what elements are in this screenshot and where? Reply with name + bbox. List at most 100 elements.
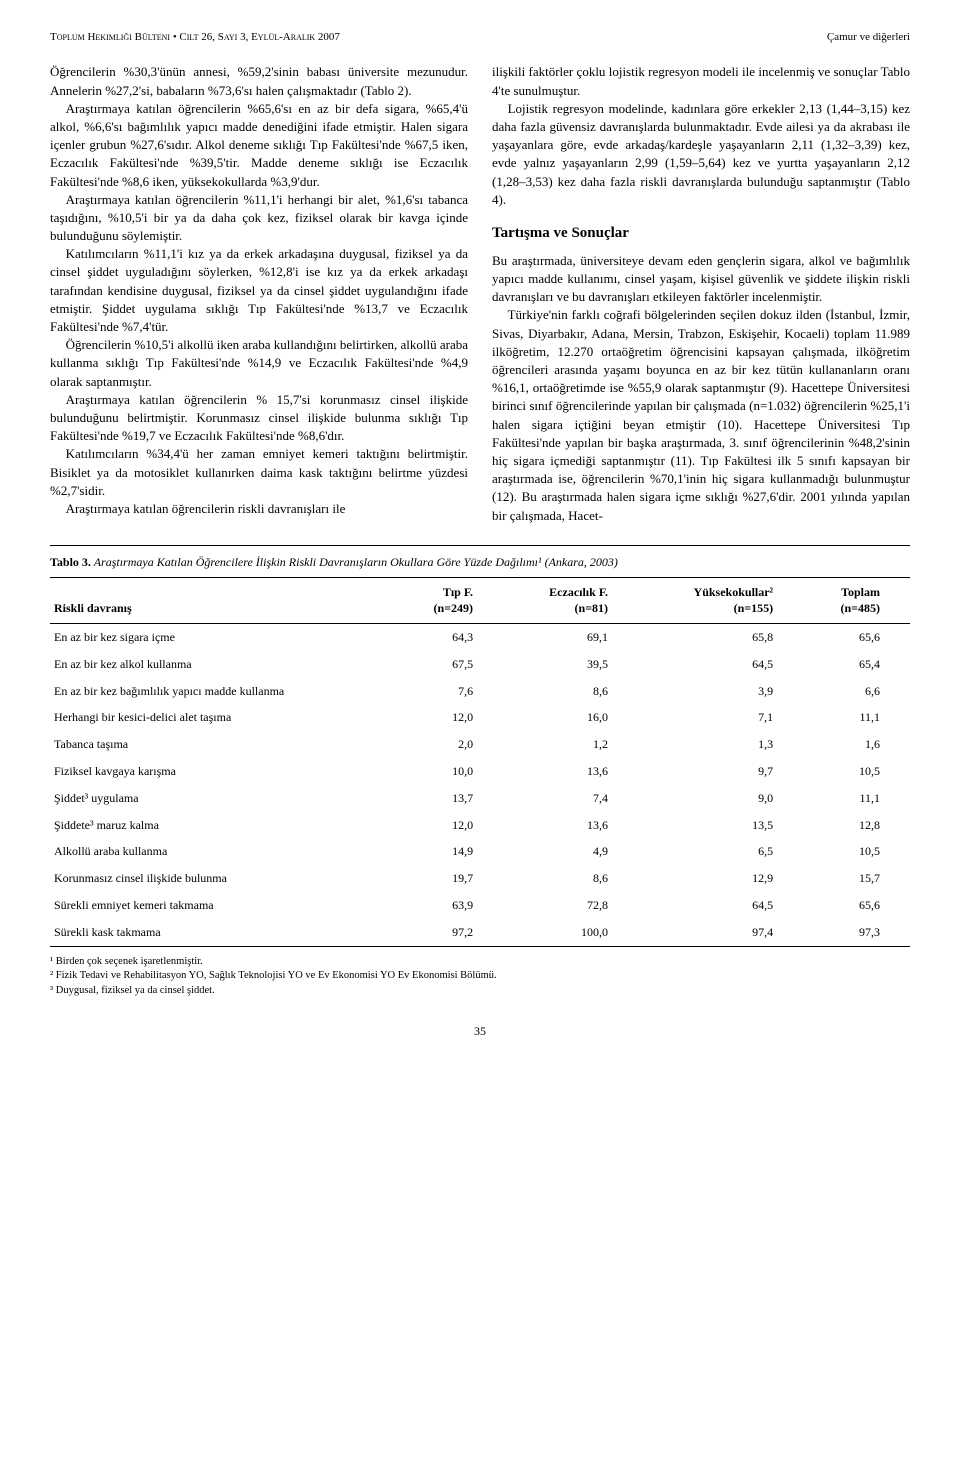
col-header: Tıp F. (n=249)	[396, 577, 503, 624]
table-cell: 2,0	[396, 731, 503, 758]
col-sub: (n=485)	[840, 601, 880, 615]
table-cell: Fiziksel kavgaya karışma	[50, 758, 396, 785]
col-label: Riskli davranış	[54, 601, 132, 615]
table-row: Tabanca taşıma2,01,21,31,6	[50, 731, 910, 758]
body-columns: Öğrencilerin %30,3'ünün annesi, %59,2'si…	[50, 63, 910, 524]
table-cell: 65,6	[803, 624, 910, 651]
para: Araştırmaya katılan öğrencilerin % 15,7'…	[50, 391, 468, 446]
table-cell: 6,5	[638, 838, 803, 865]
running-header: Toplum Hekimliği Bülteni • Cilt 26, Sayı…	[50, 30, 910, 45]
table-row: Fiziksel kavgaya karışma10,013,69,710,5	[50, 758, 910, 785]
para: Öğrencilerin %10,5'i alkollü iken araba …	[50, 336, 468, 391]
table-cell: 64,5	[638, 651, 803, 678]
table-cell: 13,6	[503, 812, 638, 839]
table-cell: 65,8	[638, 624, 803, 651]
table-cell: 97,2	[396, 919, 503, 946]
table-cell: Korunmasız cinsel ilişkide bulunma	[50, 865, 396, 892]
col-header: Riskli davranış	[50, 577, 396, 624]
table-cell: 10,5	[803, 758, 910, 785]
table-cell: 97,4	[638, 919, 803, 946]
table-caption: Tablo 3. Araştırmaya Katılan Öğrencilere…	[50, 554, 910, 571]
col-label: Eczacılık F.	[549, 585, 608, 599]
table-cell: Şiddet³ uygulama	[50, 785, 396, 812]
col-label: Toplam	[841, 585, 880, 599]
table-header-row: Riskli davranış Tıp F. (n=249) Eczacılık…	[50, 577, 910, 624]
table-cell: 10,0	[396, 758, 503, 785]
table-cell: 8,6	[503, 865, 638, 892]
table-cell: 100,0	[503, 919, 638, 946]
table-cell: Herhangi bir kesici-delici alet taşıma	[50, 704, 396, 731]
table-cell: 63,9	[396, 892, 503, 919]
para: Katılımcıların %11,1'i kız ya da erkek a…	[50, 245, 468, 336]
table-row: Şiddet³ uygulama13,77,49,011,1	[50, 785, 910, 812]
table-row: En az bir kez alkol kullanma67,539,564,5…	[50, 651, 910, 678]
header-right: Çamur ve diğerleri	[827, 30, 910, 45]
divider	[50, 545, 910, 546]
table-cell: En az bir kez sigara içme	[50, 624, 396, 651]
table-cell: 7,4	[503, 785, 638, 812]
footnote: ¹ Birden çok seçenek işaretlenmiştir.	[50, 955, 910, 970]
col-sub: (n=155)	[734, 601, 774, 615]
table-cell: 69,1	[503, 624, 638, 651]
table-cell: 9,7	[638, 758, 803, 785]
data-table: Riskli davranış Tıp F. (n=249) Eczacılık…	[50, 577, 910, 947]
right-column: ilişkili faktörler çoklu lojistik regres…	[492, 63, 910, 524]
table-cell: 6,6	[803, 678, 910, 705]
table-row: Şiddete³ maruz kalma12,013,613,512,8	[50, 812, 910, 839]
table-cell: 64,5	[638, 892, 803, 919]
para: Lojistik regresyon modelinde, kadınlara …	[492, 100, 910, 209]
table-cell: 12,0	[396, 812, 503, 839]
table-cell: 7,1	[638, 704, 803, 731]
table-cell: 7,6	[396, 678, 503, 705]
para: Öğrencilerin %30,3'ünün annesi, %59,2'si…	[50, 63, 468, 99]
footnote: ² Fizik Tedavi ve Rehabilitasyon YO, Sağ…	[50, 969, 910, 984]
table-cell: 16,0	[503, 704, 638, 731]
table-row: En az bir kez bağımlılık yapıcı madde ku…	[50, 678, 910, 705]
table-cell: 39,5	[503, 651, 638, 678]
para: Araştırmaya katılan öğrencilerin riskli …	[50, 500, 468, 518]
para: Türkiye'nin farklı coğrafi bölgelerinden…	[492, 306, 910, 524]
table-cell: 97,3	[803, 919, 910, 946]
table-caption-label: Tablo 3.	[50, 555, 91, 569]
table-cell: 13,5	[638, 812, 803, 839]
table-cell: Sürekli kask takmama	[50, 919, 396, 946]
table-cell: 11,1	[803, 704, 910, 731]
para: Araştırmaya katılan öğrencilerin %11,1'i…	[50, 191, 468, 246]
para: ilişkili faktörler çoklu lojistik regres…	[492, 63, 910, 99]
table-cell: Alkollü araba kullanma	[50, 838, 396, 865]
table-cell: 65,6	[803, 892, 910, 919]
table-cell: 4,9	[503, 838, 638, 865]
table-row: Herhangi bir kesici-delici alet taşıma12…	[50, 704, 910, 731]
table-row: Alkollü araba kullanma14,94,96,510,5	[50, 838, 910, 865]
table-cell: 12,8	[803, 812, 910, 839]
table-cell: 14,9	[396, 838, 503, 865]
table-cell: 12,0	[396, 704, 503, 731]
table-cell: 8,6	[503, 678, 638, 705]
table-cell: 1,2	[503, 731, 638, 758]
table-row: Sürekli kask takmama97,2100,097,497,3	[50, 919, 910, 946]
para: Araştırmaya katılan öğrencilerin %65,6's…	[50, 100, 468, 191]
col-label: Yüksekokullar²	[694, 585, 774, 599]
col-label: Tıp F.	[443, 585, 473, 599]
table-cell: 19,7	[396, 865, 503, 892]
left-column: Öğrencilerin %30,3'ünün annesi, %59,2'si…	[50, 63, 468, 524]
col-header: Yüksekokullar² (n=155)	[638, 577, 803, 624]
table-cell: Şiddete³ maruz kalma	[50, 812, 396, 839]
table-cell: Sürekli emniyet kemeri takmama	[50, 892, 396, 919]
table-cell: 3,9	[638, 678, 803, 705]
table-cell: 9,0	[638, 785, 803, 812]
table-cell: 12,9	[638, 865, 803, 892]
table-cell: 13,6	[503, 758, 638, 785]
footnote: ³ Duygusal, fiziksel ya da cinsel şiddet…	[50, 984, 910, 999]
table-row: Sürekli emniyet kemeri takmama63,972,864…	[50, 892, 910, 919]
col-sub: (n=249)	[434, 601, 474, 615]
col-header: Eczacılık F. (n=81)	[503, 577, 638, 624]
table-cell: 67,5	[396, 651, 503, 678]
table-body: En az bir kez sigara içme64,369,165,865,…	[50, 624, 910, 947]
table-cell: 10,5	[803, 838, 910, 865]
header-left: Toplum Hekimliği Bülteni • Cilt 26, Sayı…	[50, 30, 340, 45]
table-cell: 13,7	[396, 785, 503, 812]
table-cell: 64,3	[396, 624, 503, 651]
table-cell: 72,8	[503, 892, 638, 919]
table-row: Korunmasız cinsel ilişkide bulunma19,78,…	[50, 865, 910, 892]
